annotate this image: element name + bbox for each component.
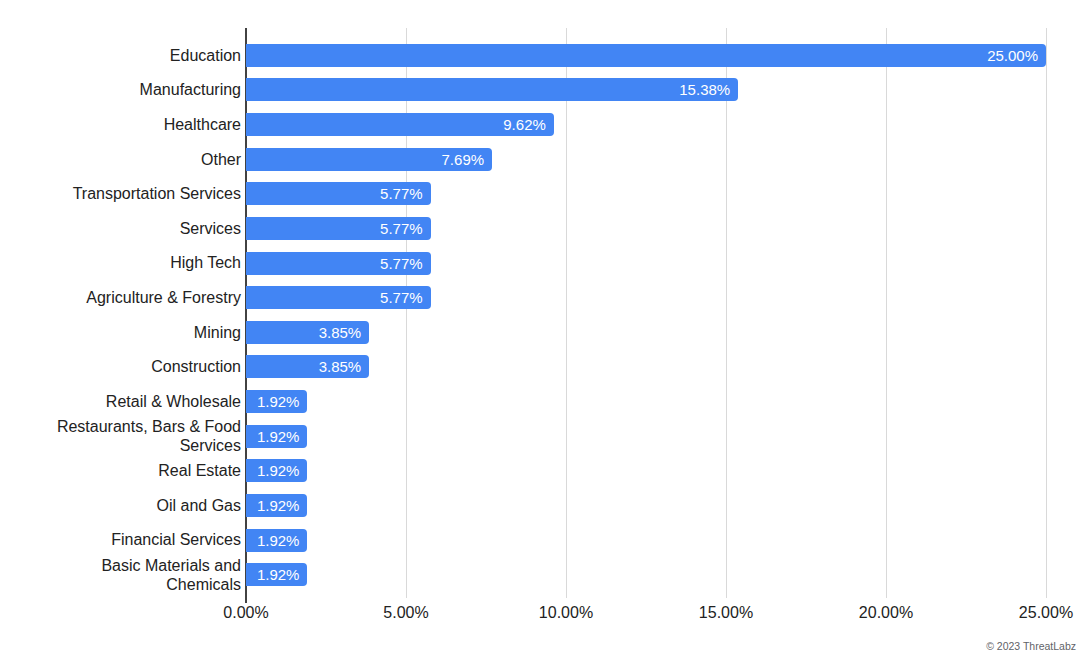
copyright-note: © 2023 ThreatLabz [986,640,1076,652]
category-label-row: Oil and Gas [0,488,246,523]
category-label: Healthcare [164,115,241,134]
category-label-row: Retail & Wholesale [0,384,246,419]
category-label: Retail & Wholesale [106,392,241,411]
category-label-row: High Tech [0,246,246,281]
bar-row: 1.92% [246,523,1046,558]
bar: 5.77% [246,182,431,205]
x-tick-label: 25.00% [1019,604,1073,622]
bar-row: 1.92% [246,454,1046,489]
bar-value-label: 1.92% [257,390,300,413]
x-tick-label: 15.00% [699,604,753,622]
bar-value-label: 1.92% [257,459,300,482]
x-tick-label: 20.00% [859,604,913,622]
category-label-row: Basic Materials and Chemicals [0,557,246,592]
bar-value-label: 5.77% [380,182,423,205]
bar: 15.38% [246,78,738,101]
bar-value-label: 5.77% [380,286,423,309]
category-label: Agriculture & Forestry [86,288,241,307]
bar-value-label: 9.62% [503,113,546,136]
bar-value-label: 1.92% [257,563,300,586]
category-label: Restaurants, Bars & Food Services [56,417,241,455]
bar: 7.69% [246,148,492,171]
bar-row: 5.77% [246,246,1046,281]
bar-value-label: 25.00% [987,44,1038,67]
category-label-row: Services [0,211,246,246]
bar: 25.00% [246,44,1046,67]
category-label: Transportation Services [73,184,241,203]
category-label: Manufacturing [140,80,241,99]
bar-value-label: 1.92% [257,494,300,517]
category-label: High Tech [170,253,241,272]
bar-row: 3.85% [246,315,1046,350]
bar-value-label: 5.77% [380,217,423,240]
category-label: Mining [194,323,241,342]
x-tick-label: 5.00% [383,604,428,622]
bar-value-label: 5.77% [380,252,423,275]
bar-value-label: 7.69% [442,148,485,171]
bar-row: 25.00% [246,38,1046,73]
category-label-row: Restaurants, Bars & Food Services [0,419,246,454]
x-axis: 0.00%5.00%10.00%15.00%20.00%25.00% [246,604,1046,626]
bar-series: 25.00% 15.38% 9.62% 7.69% 5.77% 5.77% 5.77% 5.7… [246,38,1046,592]
x-tick-label: 10.00% [539,604,593,622]
category-label-row: Agriculture & Forestry [0,280,246,315]
category-label: Basic Materials and Chemicals [56,556,241,594]
bar-row: 9.62% [246,107,1046,142]
bar: 1.92% [246,390,307,413]
bar-row: 5.77% [246,177,1046,212]
bar-value-label: 3.85% [319,355,362,378]
category-label: Oil and Gas [157,496,241,515]
category-label-row: Mining [0,315,246,350]
category-label: Financial Services [111,530,241,549]
bar-row: 5.77% [246,211,1046,246]
bar-row: 5.77% [246,280,1046,315]
category-label: Education [170,46,241,65]
category-axis: Education Manufacturing Healthcare Other Tra… [0,38,246,592]
category-label-row: Construction [0,350,246,385]
bar: 1.92% [246,494,307,517]
bar-row: 1.92% [246,488,1046,523]
bar: 9.62% [246,113,554,136]
category-label: Services [180,219,241,238]
category-label: Other [201,150,241,169]
bar: 1.92% [246,563,307,586]
bar-row: 15.38% [246,73,1046,108]
category-label-row: Financial Services [0,523,246,558]
bar-row: 1.92% [246,384,1046,419]
category-label: Real Estate [158,461,241,480]
bar-row: 1.92% [246,557,1046,592]
bar-row: 1.92% [246,419,1046,454]
bar: 1.92% [246,425,307,448]
bar-value-label: 3.85% [319,321,362,344]
bar: 5.77% [246,217,431,240]
bar-value-label: 1.92% [257,529,300,552]
bar-row: 7.69% [246,142,1046,177]
category-label-row: Education [0,38,246,73]
bar: 3.85% [246,321,369,344]
bar: 1.92% [246,459,307,482]
bar: 1.92% [246,529,307,552]
category-label-row: Real Estate [0,454,246,489]
bar: 5.77% [246,286,431,309]
bar: 3.85% [246,355,369,378]
bar-value-label: 15.38% [679,78,730,101]
category-label-row: Healthcare [0,107,246,142]
bar-value-label: 1.92% [257,425,300,448]
category-label-row: Manufacturing [0,73,246,108]
bar-chart: Education Manufacturing Healthcare Other Tra… [0,0,1080,659]
bar-row: 3.85% [246,350,1046,385]
category-label: Construction [151,357,241,376]
x-tick-label: 0.00% [223,604,268,622]
category-label-row: Other [0,142,246,177]
gridline [1046,28,1047,598]
bar: 5.77% [246,252,431,275]
category-label-row: Transportation Services [0,177,246,212]
